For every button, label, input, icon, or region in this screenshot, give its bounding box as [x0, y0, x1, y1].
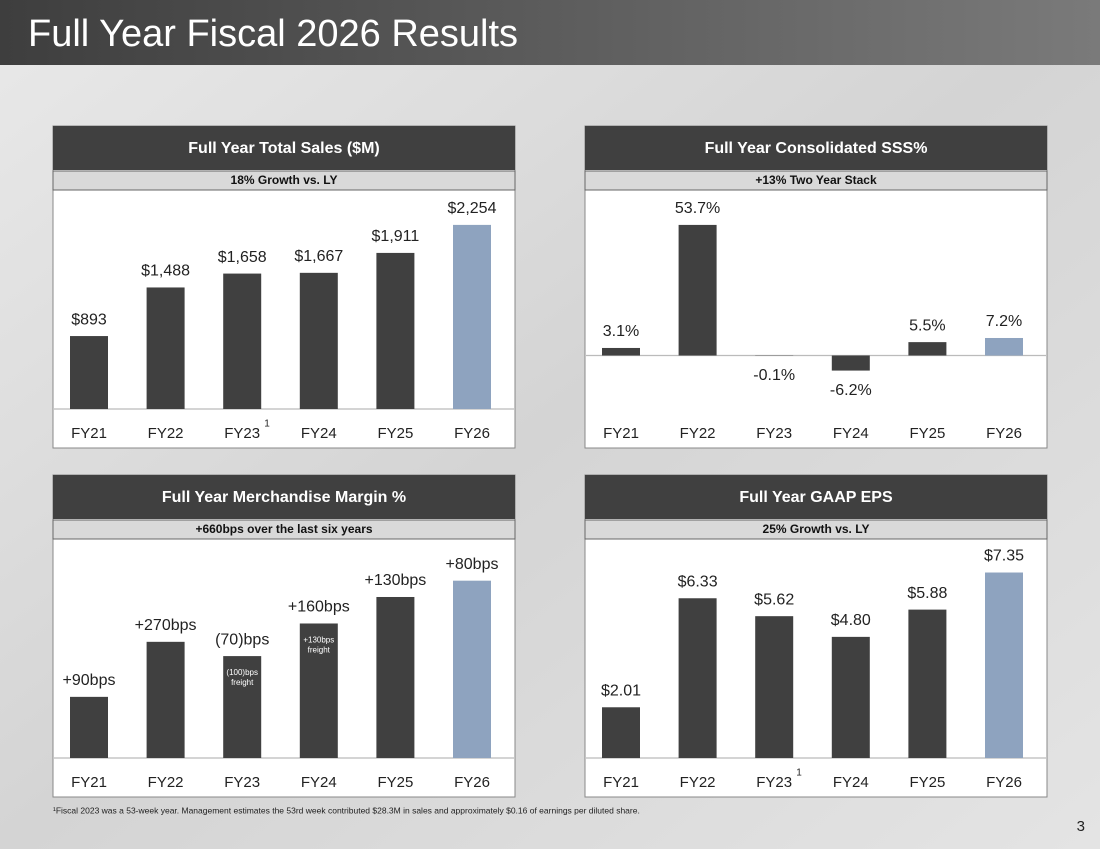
bar: [70, 696, 108, 758]
value-label: $1,667: [294, 248, 343, 265]
bar: [70, 336, 108, 409]
value-label: +90bps: [63, 672, 116, 689]
x-tick-label: FY22: [148, 774, 184, 791]
bar-note: +130bps: [303, 636, 334, 645]
panel-title: Full Year Consolidated SSS%: [705, 140, 928, 157]
value-label: +130bps: [364, 572, 426, 589]
bar: [831, 355, 870, 371]
x-tick-label: FY22: [148, 425, 184, 442]
bar: [376, 252, 415, 409]
panel-title-band: [53, 475, 515, 519]
panel-subtitle: +660bps over the last six years: [195, 522, 372, 536]
x-tick-label: FY21: [71, 774, 107, 791]
value-label: +80bps: [446, 556, 499, 573]
value-label: $1,488: [141, 263, 190, 280]
x-tick-label: FY22: [680, 425, 716, 442]
x-tick-label: FY25: [909, 425, 945, 442]
bar: [453, 224, 491, 409]
panel-subtitle-band: [584, 170, 1048, 191]
value-label: -6.2%: [830, 382, 872, 399]
bar: [223, 273, 262, 409]
panel-title: Full Year Merchandise Margin %: [162, 489, 406, 506]
value-label: $5.88: [907, 585, 947, 602]
x-tick-label: FY21: [603, 774, 639, 791]
bar-note: (100)bps: [226, 668, 258, 677]
bar: [453, 580, 491, 758]
x-tick-label: FY23: [756, 774, 792, 791]
panel-subtitle: 18% Growth vs. LY: [231, 173, 338, 187]
value-label: $2,254: [448, 200, 497, 217]
bar: [985, 337, 1023, 356]
x-tick-label: FY25: [377, 425, 413, 442]
bar: [299, 623, 338, 758]
bar: [678, 598, 717, 758]
footnote-marker: 1: [796, 768, 802, 779]
value-label: +270bps: [135, 617, 197, 634]
value-label: $7.35: [984, 548, 1024, 565]
value-label: $6.33: [678, 573, 718, 590]
bar: [146, 287, 185, 409]
value-label: +160bps: [288, 599, 350, 616]
x-tick-label: FY24: [301, 774, 337, 791]
x-tick-label: FY24: [833, 774, 869, 791]
x-tick-label: FY21: [71, 425, 107, 442]
bar: [299, 272, 338, 409]
value-label: $1,911: [372, 228, 420, 245]
slide-title: Full Year Fiscal 2026 Results: [28, 13, 518, 55]
footnote: ¹Fiscal 2023 was a 53-week year. Managem…: [53, 805, 640, 815]
x-tick-label: FY26: [986, 774, 1022, 791]
value-label: $4.80: [831, 612, 871, 629]
header-band: [0, 0, 1100, 65]
bar: [146, 641, 185, 758]
bar-note: freight: [231, 678, 254, 687]
bar: [908, 342, 947, 356]
x-tick-label: FY25: [909, 774, 945, 791]
footnote-marker: 1: [264, 419, 270, 430]
bar: [602, 707, 640, 758]
page-number: 3: [1077, 818, 1085, 835]
bar: [602, 347, 640, 356]
value-label: $2.01: [601, 682, 641, 699]
x-tick-label: FY23: [224, 774, 260, 791]
panel-title-band: [53, 126, 515, 170]
panel-title-band: [585, 475, 1047, 519]
x-tick-label: FY21: [603, 425, 639, 442]
value-label: 53.7%: [675, 200, 720, 217]
panel-subtitle-band: [52, 170, 516, 191]
x-tick-label: FY26: [454, 774, 490, 791]
x-tick-label: FY23: [756, 425, 792, 442]
bar: [831, 636, 870, 758]
panel-subtitle: +13% Two Year Stack: [755, 173, 877, 187]
value-label: 7.2%: [986, 313, 1022, 330]
bar: [985, 572, 1023, 758]
bar-note: freight: [308, 646, 331, 655]
panel-subtitle-band: [52, 519, 516, 540]
value-label: 5.5%: [909, 317, 945, 334]
value-label: 3.1%: [603, 323, 639, 340]
bar: [223, 656, 262, 758]
x-tick-label: FY26: [454, 425, 490, 442]
x-tick-label: FY24: [833, 425, 869, 442]
value-label: $893: [71, 311, 107, 328]
bar: [908, 609, 947, 758]
bar: [376, 596, 415, 758]
x-tick-label: FY26: [986, 425, 1022, 442]
x-tick-label: FY23: [224, 425, 260, 442]
panel-title: Full Year Total Sales ($M): [188, 140, 379, 157]
bar: [755, 616, 794, 758]
value-label: -0.1%: [753, 367, 795, 384]
x-tick-label: FY22: [680, 774, 716, 791]
x-tick-label: FY25: [377, 774, 413, 791]
value-label: $5.62: [754, 591, 794, 608]
panel-subtitle-band: [584, 519, 1048, 540]
x-tick-label: FY24: [301, 425, 337, 442]
value-label: $1,658: [218, 249, 267, 266]
panel-title: Full Year GAAP EPS: [739, 489, 893, 506]
bar: [678, 224, 717, 356]
value-label: (70)bps: [215, 631, 269, 648]
panel-title-band: [585, 126, 1047, 170]
panel-subtitle: 25% Growth vs. LY: [763, 522, 870, 536]
